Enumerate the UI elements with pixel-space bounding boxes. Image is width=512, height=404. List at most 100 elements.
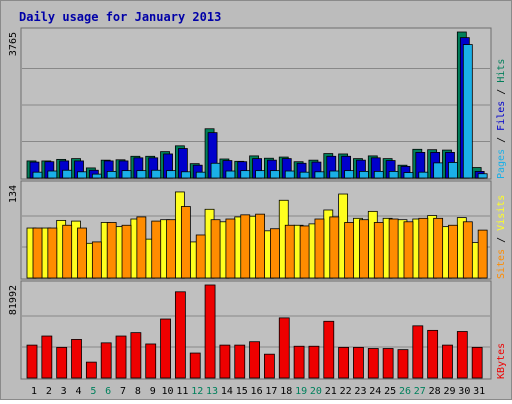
bar-kbytes-23 bbox=[353, 346, 364, 379]
bar-sites-5 bbox=[91, 241, 102, 279]
bar-sites-16 bbox=[255, 213, 265, 279]
bar-pages-16 bbox=[255, 170, 265, 179]
day-label-16: 16 bbox=[251, 386, 263, 397]
bar-sites-3 bbox=[62, 224, 73, 279]
bar-kbytes-11 bbox=[174, 291, 186, 379]
day-label-9: 9 bbox=[150, 386, 156, 397]
bar-kbytes-14 bbox=[219, 344, 231, 379]
bar-kbytes-24 bbox=[367, 348, 379, 379]
bar-sites-14 bbox=[225, 218, 236, 279]
bar-sites-7 bbox=[121, 224, 132, 279]
day-label-1: 1 bbox=[31, 386, 37, 397]
bar-kbytes-1 bbox=[26, 344, 38, 379]
bar-sites-17 bbox=[270, 228, 280, 279]
bar-sites-21 bbox=[329, 216, 340, 279]
bar-kbytes-16 bbox=[249, 341, 260, 379]
day-label-4: 4 bbox=[76, 386, 82, 397]
bar-kbytes-6 bbox=[100, 342, 112, 379]
day-label-2: 2 bbox=[46, 386, 52, 397]
bar-sites-4 bbox=[77, 227, 87, 279]
bar-pages-22 bbox=[344, 170, 355, 179]
bar-pages-20 bbox=[314, 171, 325, 179]
bar-sites-26 bbox=[403, 221, 414, 279]
day-label-30: 30 bbox=[458, 386, 470, 397]
bar-sites-13 bbox=[210, 219, 221, 279]
bar-kbytes-25 bbox=[382, 348, 394, 379]
day-label-28: 28 bbox=[429, 386, 441, 397]
bar-pages-24 bbox=[373, 171, 384, 179]
bar-sites-9 bbox=[151, 220, 162, 279]
bar-sites-31 bbox=[477, 229, 488, 279]
y-legend-visits: Sites / Visits bbox=[496, 195, 507, 279]
chart-title: Daily usage for January 2013 bbox=[19, 10, 221, 24]
legend-kbytes: KBytes bbox=[496, 343, 507, 379]
bar-kbytes-29 bbox=[442, 344, 453, 379]
bar-pages-29 bbox=[448, 162, 458, 179]
bar-pages-5 bbox=[91, 173, 102, 179]
bar-kbytes-3 bbox=[56, 346, 68, 379]
day-label-20: 20 bbox=[310, 386, 322, 397]
day-label-27: 27 bbox=[414, 386, 426, 397]
bar-pages-7 bbox=[121, 170, 132, 179]
bar-kbytes-2 bbox=[41, 335, 53, 379]
bar-kbytes-19 bbox=[293, 345, 305, 379]
bar-kbytes-31 bbox=[471, 346, 483, 379]
bar-pages-9 bbox=[151, 169, 162, 179]
bar-kbytes-7 bbox=[115, 335, 127, 379]
bar-pages-30 bbox=[462, 44, 473, 179]
bar-sites-19 bbox=[299, 225, 310, 279]
bar-pages-23 bbox=[359, 171, 369, 179]
legend-separator: / bbox=[496, 231, 507, 249]
y-max-label-hits: 3765 bbox=[8, 32, 19, 56]
bar-sites-25 bbox=[388, 218, 399, 279]
bar-kbytes-15 bbox=[234, 344, 246, 379]
day-label-26: 26 bbox=[399, 386, 411, 397]
bar-sites-6 bbox=[106, 222, 117, 279]
y-max-label-visits: 134 bbox=[8, 185, 19, 203]
legend-files: Files bbox=[496, 101, 507, 131]
bar-pages-18 bbox=[284, 170, 295, 179]
y-legend-kbytes: KBytes bbox=[496, 343, 507, 379]
bar-kbytes-26 bbox=[397, 349, 409, 379]
bars-layer bbox=[26, 31, 488, 379]
bar-kbytes-27 bbox=[412, 325, 424, 379]
bar-sites-11 bbox=[180, 206, 191, 279]
bar-pages-4 bbox=[77, 171, 87, 179]
legend-sites: Sites bbox=[496, 249, 507, 279]
day-label-18: 18 bbox=[280, 386, 292, 397]
bar-sites-27 bbox=[418, 217, 429, 279]
bar-sites-30 bbox=[462, 221, 473, 279]
bar-sites-28 bbox=[433, 217, 444, 279]
bar-kbytes-18 bbox=[278, 317, 290, 379]
day-label-13: 13 bbox=[206, 386, 218, 397]
bar-pages-3 bbox=[62, 169, 73, 179]
bar-sites-23 bbox=[359, 219, 369, 279]
day-label-24: 24 bbox=[369, 386, 381, 397]
legend-visits: Visits bbox=[496, 195, 507, 231]
day-label-8: 8 bbox=[135, 386, 141, 397]
bar-pages-21 bbox=[329, 170, 340, 179]
bar-kbytes-13 bbox=[204, 284, 216, 379]
bar-kbytes-30 bbox=[456, 331, 468, 379]
bar-pages-11 bbox=[180, 171, 191, 179]
y-legend-hits: Pages / Files / Hits bbox=[496, 59, 507, 179]
legend-separator: / bbox=[496, 83, 507, 101]
day-label-29: 29 bbox=[443, 386, 455, 397]
day-label-15: 15 bbox=[236, 386, 248, 397]
y-max-label-kbytes: 81992 bbox=[8, 285, 19, 315]
bar-kbytes-8 bbox=[130, 332, 142, 379]
bar-pages-2 bbox=[47, 170, 58, 179]
bar-kbytes-5 bbox=[85, 361, 97, 379]
bar-sites-10 bbox=[166, 219, 176, 279]
bar-kbytes-17 bbox=[264, 353, 275, 379]
day-label-19: 19 bbox=[295, 386, 307, 397]
bar-sites-12 bbox=[195, 234, 206, 279]
day-label-3: 3 bbox=[61, 386, 67, 397]
bar-kbytes-4 bbox=[71, 339, 82, 379]
day-label-31: 31 bbox=[473, 386, 485, 397]
day-label-21: 21 bbox=[325, 386, 337, 397]
bar-sites-24 bbox=[373, 222, 384, 279]
